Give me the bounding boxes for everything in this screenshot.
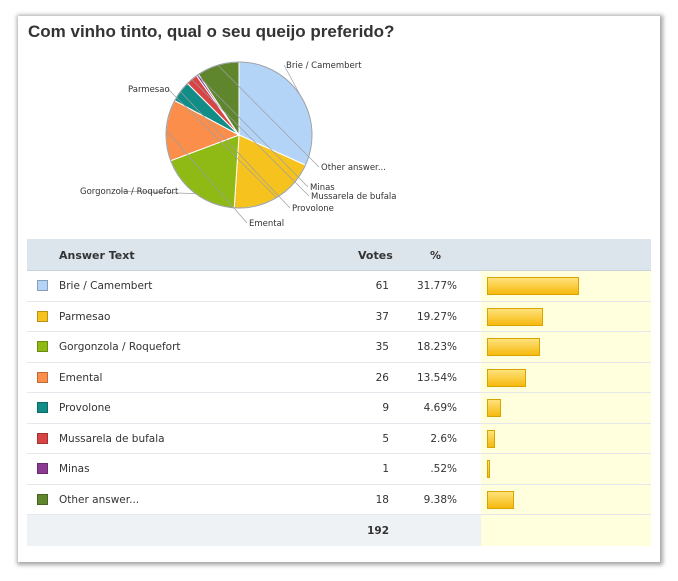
pie-label-3: Gorgonzola / Roquefort <box>80 187 179 197</box>
pie-outline <box>165 61 313 209</box>
pie-leader-line-1 <box>283 64 301 96</box>
table-row: Minas 1 .52% <box>27 454 651 485</box>
answer-label: Mussarela de bufala <box>59 432 165 445</box>
vote-percent: 13.54% <box>416 371 457 384</box>
table-row: Provolone 9 4.69% <box>27 393 651 424</box>
color-swatch <box>37 310 48 322</box>
percent-bar <box>487 399 501 417</box>
poll-results-card: Com vinho tinto, qual o seu queijo prefe… <box>18 16 660 562</box>
footer-bar-cell <box>481 515 651 546</box>
vote-percent: 31.77% <box>416 280 457 292</box>
color-swatch <box>37 493 48 505</box>
answer-label: Parmesao <box>59 310 111 323</box>
answer-label: Provolone <box>59 402 111 414</box>
header-answer-text: Answer Text <box>59 249 135 262</box>
vote-count: 5 <box>382 432 389 445</box>
percent-bar <box>487 338 540 356</box>
bar-cell <box>481 271 651 301</box>
bar-cell <box>481 484 651 514</box>
pie-leader-line-4 <box>165 129 248 224</box>
answer-label: Other answer... <box>59 493 140 506</box>
answer-label: Brie / Camembert <box>59 280 153 292</box>
vote-count: 37 <box>375 310 389 323</box>
answer-label: Minas <box>59 463 90 475</box>
pie-label-1: Brie / Camembert <box>286 61 362 71</box>
pie-label-6: Mussarela de bufala <box>311 192 396 202</box>
pie-leader-line-3 <box>119 190 196 194</box>
vote-count: 9 <box>382 402 389 414</box>
vote-count: 1 <box>382 463 389 475</box>
pie-label-7: Minas <box>310 183 335 193</box>
vote-count: 18 <box>375 493 389 506</box>
pie-label-8: Other answer... <box>321 163 386 173</box>
vote-percent: 2.6% <box>430 432 457 445</box>
table-header: Answer Text Votes % <box>27 239 651 271</box>
table-footer: 192 <box>27 515 651 546</box>
color-swatch <box>37 402 48 413</box>
bar-cell <box>481 423 651 453</box>
header-percent: % <box>430 249 442 262</box>
pie-leader-line-6 <box>191 79 310 197</box>
percent-bar <box>487 368 527 387</box>
pie-chart: Brie / Camembert Parmesao Gorgonzola / Roq… <box>80 61 396 229</box>
pie-label-5: Provolone <box>292 204 334 214</box>
pie-label-4: Emental <box>249 219 284 229</box>
answer-label: Gorgonzola / Roquefort <box>59 341 181 353</box>
bar-cell <box>481 362 651 392</box>
vote-count: 26 <box>375 371 389 384</box>
pie-leader-line-7 <box>197 74 309 188</box>
vote-percent: .52% <box>430 463 457 475</box>
percent-bar <box>487 277 579 295</box>
color-swatch <box>37 432 48 444</box>
bar-cell <box>481 332 651 362</box>
color-swatch <box>37 463 48 474</box>
color-swatch <box>37 371 48 383</box>
table-row: Brie / Camembert 61 31.77% <box>27 271 651 302</box>
vote-percent: 19.27% <box>416 310 457 323</box>
poll-title: Com vinho tinto, qual o seu queijo prefe… <box>28 22 395 41</box>
vote-count: 35 <box>375 341 389 353</box>
pie-leader-line-2 <box>167 88 277 198</box>
vote-percent: 18.23% <box>416 341 457 353</box>
color-swatch <box>37 341 48 352</box>
percent-bar <box>487 490 515 509</box>
vote-percent: 9.38% <box>423 493 457 506</box>
results-table: Answer Text Votes % Brie / Camembert 61 31… <box>27 239 651 546</box>
table-row: Other answer... 18 9.38% <box>27 484 651 515</box>
table-row: Gorgonzola / Roquefort 35 18.23% <box>27 332 651 363</box>
percent-bar <box>487 429 495 448</box>
color-swatch <box>37 280 48 291</box>
answer-label: Emental <box>59 371 103 384</box>
pie-label-2: Parmesao <box>128 85 170 95</box>
vote-percent: 4.69% <box>423 402 457 414</box>
bar-cell <box>481 301 651 331</box>
pie-leader-line-5 <box>180 91 291 209</box>
bar-cell <box>481 393 651 423</box>
table-row: Parmesao 37 19.27% <box>27 301 651 332</box>
pie-leader-line-8 <box>217 64 320 168</box>
vote-count: 61 <box>375 280 389 292</box>
percent-bar <box>487 307 543 326</box>
total-votes: 192 <box>367 525 389 537</box>
bar-cell <box>481 454 651 484</box>
percent-bar <box>487 460 490 478</box>
table-row: Mussarela de bufala 5 2.6% <box>27 423 651 454</box>
header-votes: Votes <box>358 249 393 262</box>
table-row: Emental 26 13.54% <box>27 362 651 393</box>
